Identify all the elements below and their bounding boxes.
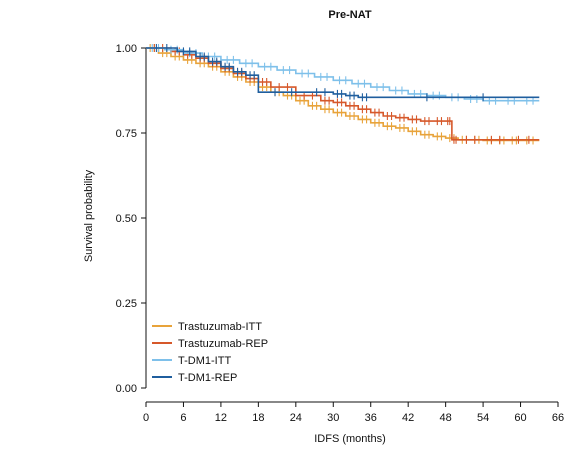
chart-title: Pre-NAT bbox=[328, 9, 371, 21]
x-tick-label: 36 bbox=[365, 412, 377, 424]
legend-label-1: Trastuzumab-REP bbox=[178, 338, 268, 350]
legend-label-0: Trastuzumab-ITT bbox=[178, 321, 262, 333]
legend: Trastuzumab-ITT Trastuzumab-REP T-DM1-ITT T… bbox=[152, 321, 268, 384]
x-tick-label: 30 bbox=[327, 412, 339, 424]
legend-label-2: T-DM1-ITT bbox=[178, 355, 231, 367]
series-layer bbox=[146, 44, 540, 145]
y-tick-label: 0.50 bbox=[116, 213, 137, 225]
x-tick-label: 66 bbox=[552, 412, 564, 424]
x-tick-label: 42 bbox=[402, 412, 414, 424]
x-tick-label: 24 bbox=[290, 412, 302, 424]
x-tick-label: 60 bbox=[514, 412, 526, 424]
x-axis: 0 6 12 18 24 30 36 42 48 54 60 66 bbox=[143, 401, 564, 424]
x-tick-label: 6 bbox=[180, 412, 186, 424]
y-tick-label: 0.00 bbox=[116, 383, 137, 395]
x-axis-title: IDFS (months) bbox=[314, 433, 386, 445]
series-line-3 bbox=[146, 47, 540, 99]
x-tick-label: 54 bbox=[477, 412, 489, 424]
x-tick-label: 12 bbox=[215, 412, 227, 424]
series-line-0 bbox=[146, 47, 540, 142]
x-tick-label: 48 bbox=[440, 412, 452, 424]
x-tick-label: 18 bbox=[252, 412, 264, 424]
y-tick-label: 0.75 bbox=[116, 128, 137, 140]
x-tick-label: 0 bbox=[143, 412, 149, 424]
y-tick-label: 0.25 bbox=[116, 298, 137, 310]
legend-label-3: T-DM1-REP bbox=[178, 372, 237, 384]
y-tick-label: 1.00 bbox=[116, 43, 137, 55]
y-axis: 0.00 0.25 0.50 0.75 1.00 bbox=[116, 43, 147, 395]
y-axis-title: Survival probability bbox=[83, 169, 95, 262]
